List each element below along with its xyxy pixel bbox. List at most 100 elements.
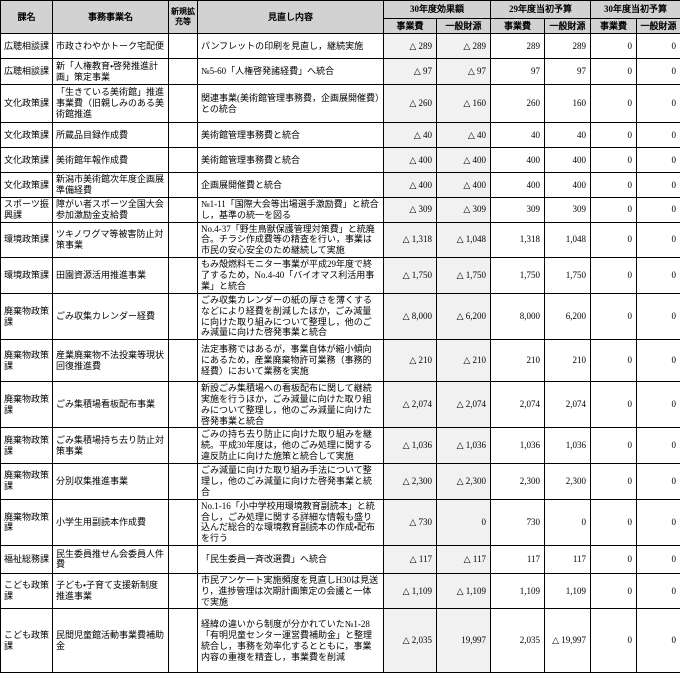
project-name-cell: 産業廃棄物不法投棄等現状回復推進費 (53, 340, 169, 382)
col-group-fy30-budget: 30年度当初予算 (591, 1, 680, 19)
new-expansion-cell (169, 173, 198, 198)
col-subheader-fy29-budget-project-cost: 事業費 (491, 19, 545, 34)
section-name-cell: 廃棄物政策課 (1, 382, 53, 428)
fy30-budget-general-fund-cell: 0 (637, 34, 680, 59)
table-row: 文化政策課 所蔵品目録作成費 美術館管理事務費と統合 △ 40 △ 40 40 … (1, 123, 680, 148)
table-row: 環境政策課 田園資源活用推進事業 もみ殻燃料モニター事業が平成29年度で終了する… (1, 257, 680, 293)
fy29-budget-project-cost-cell: 730 (491, 499, 545, 545)
fy29-budget-project-cost-cell: 2,074 (491, 382, 545, 428)
col-subheader-fy30-effect-project-cost: 事業費 (384, 19, 437, 34)
table-header: 課名 事務事業名 新規拡充等 見直し内容 30年度効果額 29年度当初予算 30… (1, 1, 680, 34)
fy30-budget-general-fund-cell: 0 (637, 222, 680, 257)
fy30-budget-general-fund-cell: 0 (637, 573, 680, 608)
table-row: 文化政策課 美術館年報作成費 美術館管理事務費と統合 △ 400 △ 400 4… (1, 148, 680, 173)
new-expansion-cell (169, 609, 198, 673)
table-row: 福祉総務課 民生委員推せん会委員人件費 「民生委員一斉改選費」へ統合 △ 117… (1, 545, 680, 573)
new-expansion-cell (169, 293, 198, 339)
fy29-budget-project-cost-cell: 1,750 (491, 257, 545, 293)
section-name-cell: 環境政策課 (1, 222, 53, 257)
new-expansion-cell (169, 148, 198, 173)
project-name-cell: 新「人権教育・啓発推進計画」策定事業 (53, 59, 169, 85)
review-detail-cell: No.1-16「小中学校用環境教育副読本」と統合し，ごみ処理に関する詳細な情報も… (198, 499, 384, 545)
section-name-cell: 廃棄物政策課 (1, 293, 53, 339)
project-name-cell: 民生委員推せん会委員人件費 (53, 545, 169, 573)
review-detail-cell: ごみ収集カレンダーの紙の厚さを薄くするなどにより経費を削減したほか，ごみ減量に向… (198, 293, 384, 339)
section-name-cell: 廃棄物政策課 (1, 499, 53, 545)
project-name-cell: 小学生用副読本作成費 (53, 499, 169, 545)
review-detail-cell: パンフレットの印刷を見直し，継続実施 (198, 34, 384, 59)
fy29-budget-project-cost-cell: 309 (491, 198, 545, 223)
fy30-budget-general-fund-cell: 0 (637, 198, 680, 223)
fy30-effect-project-cost-cell: △ 400 (384, 173, 437, 198)
fy30-budget-general-fund-cell: 0 (637, 340, 680, 382)
fy29-budget-project-cost-cell: 400 (491, 173, 545, 198)
fy30-budget-project-cost-cell: 0 (591, 545, 637, 573)
project-name-cell: ごみ収集カレンダー経費 (53, 293, 169, 339)
table-row: スポーツ振興課 障がい者スポーツ全国大会参加激励金支給費 №1-11「国際大会等… (1, 198, 680, 223)
fy30-budget-project-cost-cell: 0 (591, 148, 637, 173)
fy30-effect-project-cost-cell: △ 1,109 (384, 573, 437, 608)
project-name-cell: 「生きている美術館」推進事業費（旧親しみのある美術館推進 (53, 85, 169, 123)
fy29-budget-project-cost-cell: 289 (491, 34, 545, 59)
fy30-effect-project-cost-cell: △ 1,318 (384, 222, 437, 257)
fy30-effect-project-cost-cell: △ 40 (384, 123, 437, 148)
col-group-fy30-effect: 30年度効果額 (384, 1, 491, 19)
fy30-budget-general-fund-cell: 0 (637, 382, 680, 428)
fy30-effect-project-cost-cell: △ 97 (384, 59, 437, 85)
new-expansion-cell (169, 340, 198, 382)
section-name-cell: 広聴相談課 (1, 59, 53, 85)
fy30-effect-general-fund-cell: △ 1,036 (437, 428, 491, 463)
project-name-cell: ごみ集積場持ち去り防止対策事業 (53, 428, 169, 463)
fy29-budget-project-cost-cell: 40 (491, 123, 545, 148)
review-detail-cell: 経緯の違いから制度が分かれていた№1-28「有明児童センター運営費補助金」と整理… (198, 609, 384, 673)
fy30-effect-project-cost-cell: △ 1,750 (384, 257, 437, 293)
fy30-budget-general-fund-cell: 0 (637, 257, 680, 293)
table-row: こども政策課 民間児童館活動事業費補助金 経緯の違いから制度が分かれていた№1-… (1, 609, 680, 673)
col-header-review-detail: 見直し内容 (198, 1, 384, 34)
project-name-cell: 分別収集推進事業 (53, 463, 169, 499)
fy30-effect-general-fund-cell: △ 40 (437, 123, 491, 148)
fy29-budget-general-fund-cell: 309 (545, 198, 591, 223)
fy30-budget-general-fund-cell: 0 (637, 609, 680, 673)
fy30-effect-general-fund-cell: △ 6,200 (437, 293, 491, 339)
fy30-effect-general-fund-cell: △ 400 (437, 148, 491, 173)
fy30-budget-project-cost-cell: 0 (591, 257, 637, 293)
new-expansion-cell (169, 222, 198, 257)
fy30-effect-general-fund-cell: △ 117 (437, 545, 491, 573)
review-detail-cell: 企画展開催費と統合 (198, 173, 384, 198)
fy29-budget-project-cost-cell: 400 (491, 148, 545, 173)
fy29-budget-project-cost-cell: 97 (491, 59, 545, 85)
fy30-budget-project-cost-cell: 0 (591, 59, 637, 85)
table-row: 廃棄物政策課 ごみ集積場持ち去り防止対策事業 ごみの持ち去り防止に向けた取り組み… (1, 428, 680, 463)
new-expansion-cell (169, 34, 198, 59)
fy30-budget-general-fund-cell: 0 (637, 428, 680, 463)
fy30-budget-project-cost-cell: 0 (591, 463, 637, 499)
project-name-cell: 所蔵品目録作成費 (53, 123, 169, 148)
fy30-effect-general-fund-cell: △ 1,048 (437, 222, 491, 257)
fy29-budget-general-fund-cell: 1,109 (545, 573, 591, 608)
new-expansion-cell (169, 59, 198, 85)
col-subheader-fy29-budget-general-fund: 一般財源 (545, 19, 591, 34)
fy30-budget-general-fund-cell: 0 (637, 173, 680, 198)
review-detail-cell: №1-11「国際大会等出場選手激励費」と統合し，基準の統一を図る (198, 198, 384, 223)
fy30-budget-general-fund-cell: 0 (637, 499, 680, 545)
fy29-budget-project-cost-cell: 8,000 (491, 293, 545, 339)
fy29-budget-general-fund-cell: 40 (545, 123, 591, 148)
fy29-budget-general-fund-cell: 97 (545, 59, 591, 85)
section-name-cell: 文化政策課 (1, 148, 53, 173)
fy30-effect-project-cost-cell: △ 2,074 (384, 382, 437, 428)
fy30-effect-general-fund-cell: △ 2,300 (437, 463, 491, 499)
table-row: 広聴相談課 新「人権教育・啓発推進計画」策定事業 №5-60「人権啓発諸経費」へ… (1, 59, 680, 85)
fy29-budget-general-fund-cell: 6,200 (545, 293, 591, 339)
table-row: 文化政策課 新潟市美術館次年度企画展準備経費 企画展開催費と統合 △ 400 △… (1, 173, 680, 198)
section-name-cell: 廃棄物政策課 (1, 463, 53, 499)
fy30-effect-project-cost-cell: △ 2,035 (384, 609, 437, 673)
review-detail-cell: 法定事務ではあるが，事業自体が縮小傾向にあるため，産業廃棄物許可業務（事務的経費… (198, 340, 384, 382)
fy30-effect-project-cost-cell: △ 309 (384, 198, 437, 223)
table-row: 廃棄物政策課 分別収集推進事業 ごみ減量に向けた取り組み手法について整理し，他の… (1, 463, 680, 499)
review-detail-cell: もみ殻燃料モニター事業が平成29年度で終了するため，No.4-40「バイオマス利… (198, 257, 384, 293)
fy30-effect-general-fund-cell: △ 1,109 (437, 573, 491, 608)
fy30-budget-general-fund-cell: 0 (637, 59, 680, 85)
fy29-budget-project-cost-cell: 210 (491, 340, 545, 382)
fy29-budget-general-fund-cell: 1,048 (545, 222, 591, 257)
